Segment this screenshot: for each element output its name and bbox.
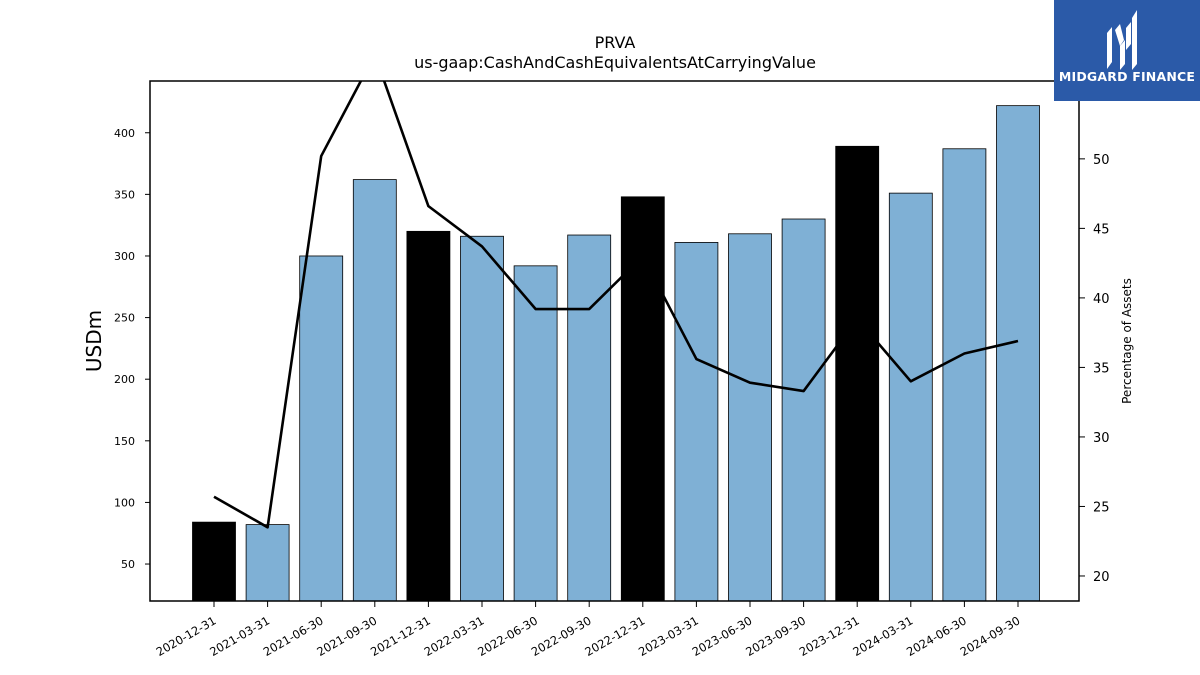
bar [245, 524, 290, 602]
y-tick-label: 300 [114, 250, 135, 263]
x-tick-label: 2024-09-30 [958, 613, 1023, 659]
chart-subtitle: us-gaap:CashAndCashEquivalentsAtCarrying… [414, 53, 816, 72]
x-tick-label: 2021-03-31 [207, 613, 272, 659]
y-tick-label: 250 [114, 312, 135, 325]
chart-title: PRVA [595, 33, 636, 52]
right-axis: 20 25 30 35 40 45 50 [1079, 153, 1110, 585]
x-tick-label: 2024-03-31 [850, 613, 915, 659]
bar [352, 179, 397, 602]
bar [781, 218, 826, 602]
bar [996, 105, 1040, 602]
y2-tick-label: 25 [1093, 500, 1110, 515]
y2-tick-label: 20 [1093, 570, 1110, 585]
y-tick-label: 350 [114, 188, 135, 201]
y-tick-label: 400 [114, 127, 135, 140]
bar [728, 233, 772, 602]
x-axis: 2020-12-312021-03-312021-06-302021-09-30… [154, 601, 1023, 659]
y2-tick-label: 35 [1093, 361, 1110, 376]
series-line [213, 81, 1019, 529]
x-tick-label: 2022-12-31 [582, 613, 647, 659]
x-tick-label: 2020-12-31 [154, 613, 219, 659]
bar [942, 148, 987, 602]
x-tick-label: 2024-06-30 [904, 613, 969, 659]
y-tick-label: 150 [114, 435, 135, 448]
y-axis-label: USDm [82, 310, 106, 372]
bars-group [192, 105, 1040, 602]
midgard-m-icon [1107, 10, 1137, 70]
x-tick-label: 2021-09-30 [314, 613, 379, 659]
x-tick-label: 2023-03-31 [636, 613, 701, 659]
x-tick-label: 2023-09-30 [743, 613, 808, 659]
midgard-finance-logo: MIDGARD FINANCE [1054, 0, 1200, 101]
x-tick-label: 2022-06-30 [475, 613, 540, 659]
bar [620, 196, 665, 602]
x-tick-label: 2022-09-30 [529, 613, 594, 659]
x-tick-label: 2021-12-31 [368, 613, 433, 659]
logo-text: MIDGARD FINANCE [1058, 69, 1196, 84]
line-group [213, 81, 1019, 529]
bar [835, 145, 880, 602]
y2-tick-label: 45 [1093, 222, 1110, 237]
bar [460, 235, 504, 602]
bar [567, 234, 612, 602]
bar [299, 255, 344, 602]
left-axis: 50 100 150 200 250 300 350 400 [114, 127, 150, 571]
x-tick-label: 2023-12-31 [797, 613, 862, 659]
bar [192, 521, 236, 602]
x-tick-label: 2023-06-30 [690, 613, 755, 659]
y2-tick-label: 40 [1093, 292, 1110, 307]
bar [406, 230, 451, 602]
x-tick-label: 2022-03-31 [422, 613, 487, 659]
y-tick-label: 200 [114, 373, 135, 386]
x-tick-label: 2021-06-30 [261, 613, 326, 659]
bar [674, 242, 719, 602]
plot-frame [149, 80, 1080, 602]
y2-axis-label: Percentage of Assets [1120, 278, 1134, 404]
y-tick-label: 100 [114, 496, 135, 509]
y2-tick-label: 50 [1093, 153, 1110, 168]
logo-background [1054, 0, 1200, 101]
bar [513, 265, 558, 602]
y-tick-label: 50 [121, 558, 135, 571]
y2-tick-label: 30 [1093, 431, 1110, 446]
bar [888, 192, 933, 602]
